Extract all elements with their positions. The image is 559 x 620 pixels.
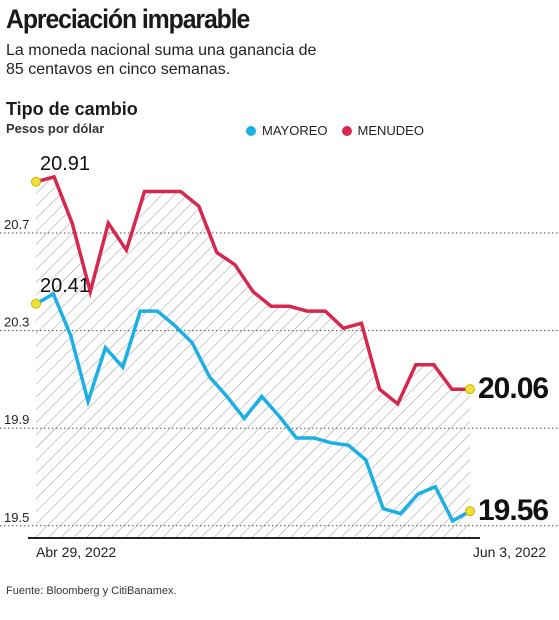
legend-label-menudeo: MENUDEO [357, 123, 424, 138]
data-label-end-mayoreo: 19.56 [478, 494, 548, 527]
chart-legend: MAYOREO MENUDEO [246, 123, 424, 138]
page-title: Apreciación imparable [6, 4, 250, 34]
chart-y-axis-label: Pesos por dólar [6, 121, 105, 136]
data-label-start-mayoreo: 20.41 [40, 275, 90, 297]
legend-item-mayoreo: MAYOREO [246, 123, 328, 138]
y-tick-label: 19.9 [4, 412, 29, 427]
legend-label-mayoreo: MAYOREO [262, 123, 328, 138]
legend-swatch-menudeo [341, 125, 352, 136]
y-tick-label: 20.3 [4, 315, 29, 330]
series-endpoint-marker [31, 176, 41, 187]
legend-swatch-mayoreo [246, 125, 256, 136]
series-endpoint-marker [31, 298, 41, 309]
legend-item-menudeo: MENUDEO [341, 123, 424, 138]
x-tick-label-start: Abr 29, 2022 [36, 544, 116, 560]
series-line-mayoreo [35, 291, 471, 524]
y-tick-label: 19.5 [4, 510, 29, 525]
hatched-area [36, 176, 470, 538]
series-endpoint-marker [465, 384, 475, 395]
source-note: Fuente: Bloomberg y CitiBanamex. [6, 585, 177, 597]
data-label-end-menudeo: 20.06 [478, 372, 548, 405]
y-tick-label: 20.7 [4, 217, 29, 232]
series-endpoint-marker [465, 506, 475, 517]
series-line-menudeo [35, 174, 470, 407]
data-label-start-menudeo: 20.91 [40, 153, 90, 175]
chart-title: Tipo de cambio [6, 99, 138, 119]
x-tick-label-end: Jun 3, 2022 [473, 544, 546, 560]
page-subtitle: La moneda nacional suma una ganancia de … [6, 42, 317, 78]
